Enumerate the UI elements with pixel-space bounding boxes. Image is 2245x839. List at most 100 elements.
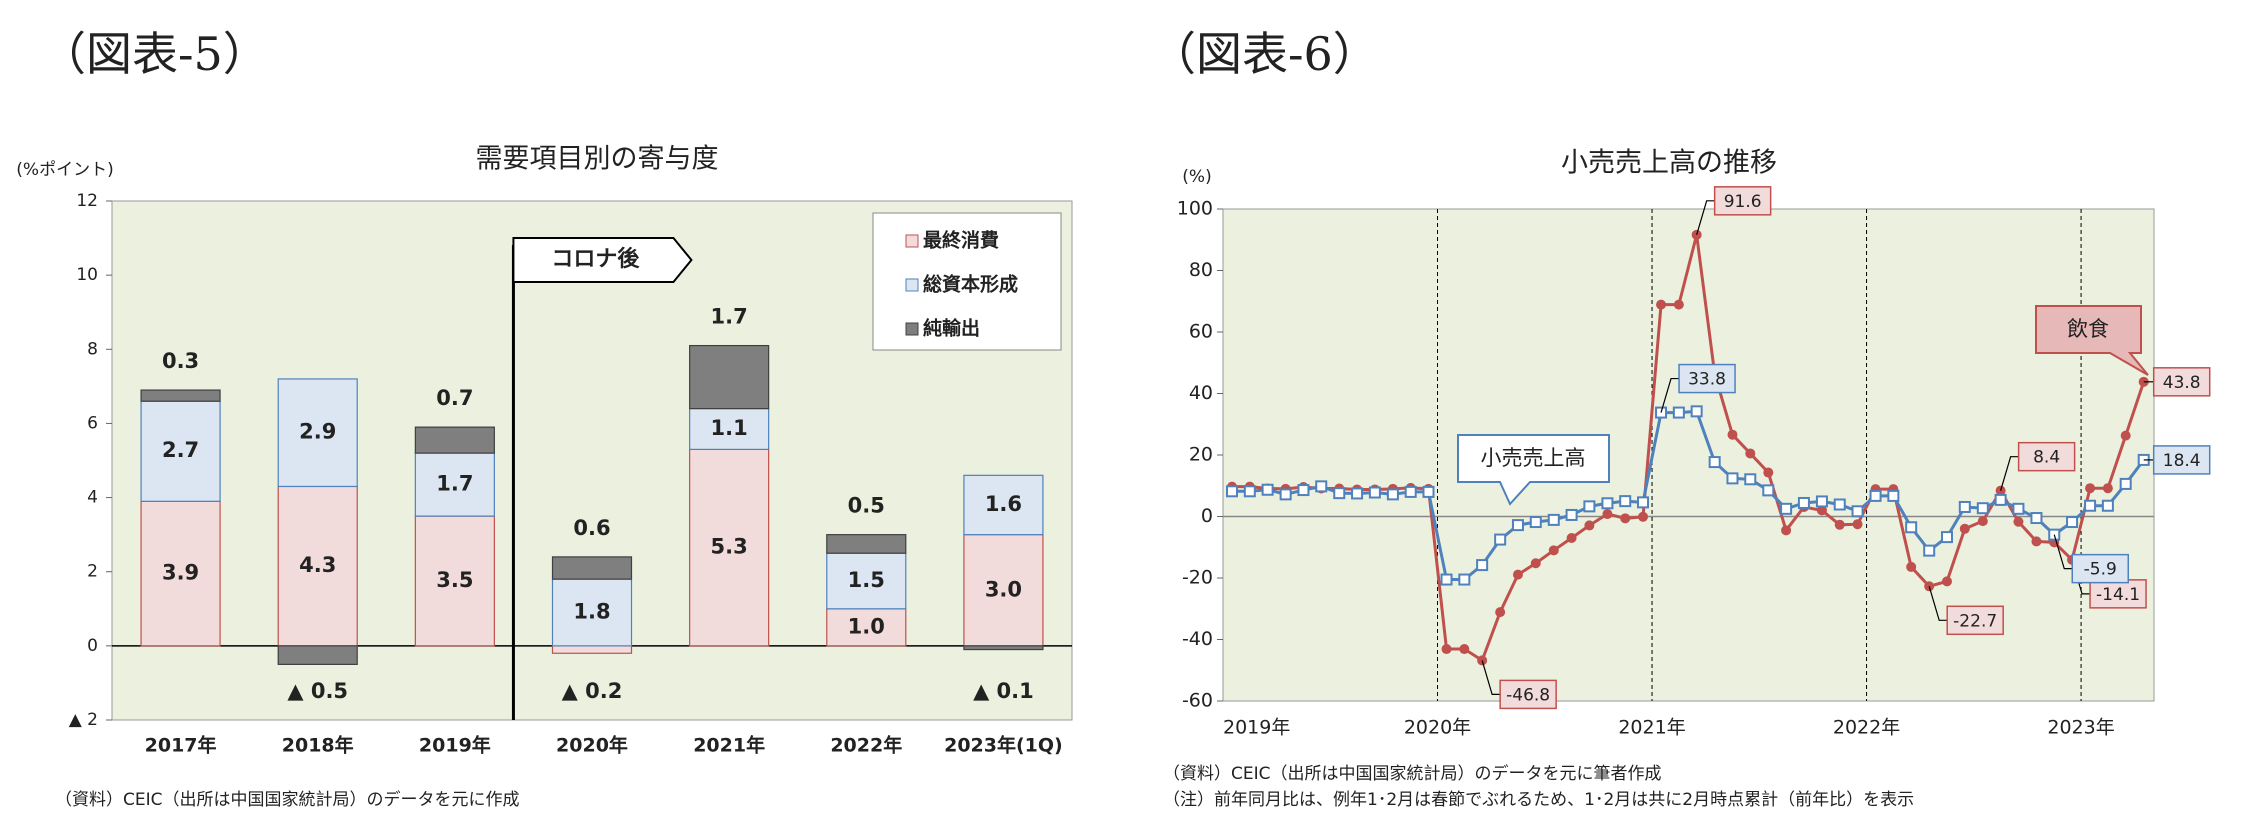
point (1906, 561, 1917, 572)
bar-segment (140, 500, 221, 647)
data-label: ▲ 0.2 (562, 679, 623, 703)
y-axis-label: (%) (1182, 167, 1211, 187)
source-note: （資料）CEIC（出所は中国国家統計局）のデータを元に作成 (55, 789, 520, 810)
data-label: 18.4 (2163, 451, 2201, 471)
data-label: 0.6 (573, 516, 610, 540)
y-tick-label: 2 (87, 562, 98, 582)
point (1459, 644, 1470, 655)
point (1638, 511, 1649, 522)
point (1261, 483, 1274, 496)
series-line (1232, 234, 2146, 663)
point (2085, 483, 2096, 494)
point (1762, 484, 1775, 497)
data-label: 1.7 (711, 305, 748, 329)
point (2031, 536, 2042, 547)
y-tick-label: 0 (1201, 505, 1213, 527)
point (1351, 487, 1364, 500)
bar-segment (140, 400, 221, 502)
x-tick-label: 2019年 (419, 734, 491, 757)
x-tick-label: 2018年 (282, 734, 354, 757)
data-label: 5.3 (711, 535, 748, 559)
x-tick-label: 2023年(1Q) (944, 734, 1063, 757)
point (1887, 489, 1900, 502)
point (2066, 516, 2079, 529)
point (1690, 405, 1703, 418)
legend-label: 純輸出 (923, 317, 980, 340)
y-tick-label: 10 (76, 265, 98, 285)
point (1547, 513, 1560, 526)
point (1958, 500, 1971, 513)
leader (1660, 377, 1680, 413)
data-label: 0.7 (436, 386, 473, 410)
bar-segment (551, 645, 633, 654)
series-line (1232, 409, 2145, 582)
point (1940, 531, 1953, 544)
point (1279, 488, 1292, 501)
data-label: 1.7 (436, 472, 473, 496)
point (2102, 483, 2113, 494)
label-box (2152, 445, 2211, 475)
legend-box (872, 212, 1062, 351)
data-label: ▲ 0.5 (287, 679, 348, 703)
label-box (2017, 441, 2076, 472)
bar-segment (826, 552, 907, 610)
point (1368, 486, 1381, 499)
data-label: ▲ 0.1 (973, 679, 1034, 703)
bar-segment (414, 515, 495, 647)
data-label: 1.1 (711, 416, 748, 440)
data-label: -14.1 (2096, 585, 2140, 605)
point (1386, 488, 1399, 501)
data-label: 2.7 (162, 438, 199, 462)
point (2013, 516, 2024, 527)
label-box (2089, 579, 2147, 609)
leader (2053, 534, 2073, 570)
point (1297, 484, 1310, 497)
point (2120, 430, 2131, 441)
point (1602, 509, 1613, 520)
point (1404, 485, 1417, 498)
chart-title: 需要項目別の寄与度 (476, 144, 719, 175)
bar-segment (963, 534, 1044, 647)
callout (1457, 434, 1610, 506)
x-tick-label: 2021年 (1618, 717, 1685, 739)
y-tick-label: -40 (1182, 628, 1213, 650)
y-tick-label: 6 (87, 413, 98, 433)
y-tick-label: -60 (1182, 690, 1213, 712)
point (1422, 485, 1435, 498)
point (1619, 495, 1632, 508)
point (1243, 485, 1256, 498)
y-tick-label: 100 (1177, 198, 1213, 220)
legend-swatch (905, 234, 919, 248)
y-tick-label: -20 (1182, 567, 1213, 589)
data-label: -46.8 (1506, 685, 1550, 705)
data-label: 0.3 (162, 349, 199, 373)
point (1833, 498, 1846, 511)
bar-segment (689, 448, 770, 647)
point (1441, 644, 1452, 655)
point (1834, 519, 1845, 530)
point (1744, 473, 1757, 486)
point (1529, 516, 1542, 529)
data-label: 1.6 (985, 492, 1022, 516)
x-tick-label: 2022年 (830, 734, 902, 757)
point (1994, 493, 2007, 506)
bar-segment (826, 534, 907, 554)
point (1781, 525, 1792, 536)
series-callout: 小売売上高 (1481, 446, 1586, 470)
note: （注）前年同月比は、例年1･2月は春節でぶれるため、1･2月は共に2月時点累計（… (1163, 790, 1914, 810)
point (1673, 299, 1684, 310)
x-tick-label: 2020年 (1404, 717, 1471, 739)
data-label: 33.8 (1688, 370, 1726, 390)
y-tick-label: 40 (1189, 382, 1213, 404)
point (1708, 456, 1721, 469)
point (1941, 576, 1952, 587)
page-title: （図表-5） (40, 27, 269, 81)
point (1869, 489, 1882, 502)
point (1548, 545, 1559, 556)
point (1976, 502, 1989, 515)
chart-title: 小売売上高の推移 (1561, 148, 1777, 179)
point (1333, 487, 1346, 500)
x-tick-label: 2021年 (693, 734, 765, 757)
data-label: 1.5 (848, 568, 885, 592)
bar-segment (140, 389, 221, 402)
